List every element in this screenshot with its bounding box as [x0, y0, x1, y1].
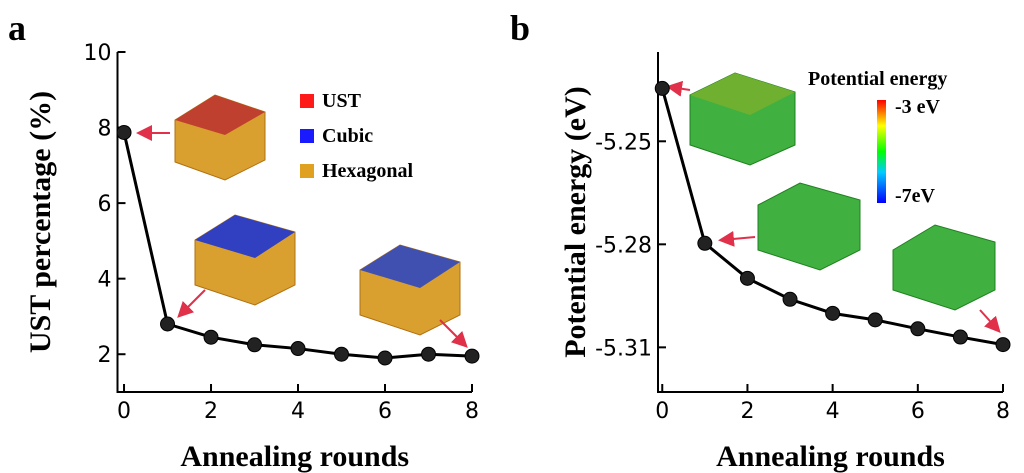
legend-label: Hexagonal	[322, 160, 414, 182]
data-point	[783, 292, 797, 306]
data-point	[422, 347, 436, 361]
data-point	[911, 322, 925, 336]
y-axis-label: UST percentage (%)	[24, 91, 57, 353]
legend-swatch	[300, 164, 314, 178]
data-point	[248, 338, 262, 352]
x-tick-label: 0	[117, 399, 131, 424]
y-tick-label: 2	[98, 343, 112, 368]
data-point	[655, 81, 669, 95]
legend-swatch	[300, 94, 314, 108]
data-point	[698, 236, 712, 250]
x-tick-label: 4	[826, 399, 840, 424]
data-point	[161, 317, 175, 331]
data-point	[335, 347, 349, 361]
x-tick-label: 2	[740, 399, 754, 424]
axes	[118, 52, 473, 392]
data-point	[378, 351, 392, 365]
y-tick-label: 8	[98, 117, 112, 142]
legend-swatch	[300, 129, 314, 143]
y-tick-label: -5.31	[595, 336, 652, 361]
x-tick-label: 2	[204, 399, 218, 424]
y-tick-label: 4	[98, 268, 112, 293]
colorbar-max: -3 eV	[895, 96, 941, 118]
data-point	[117, 125, 131, 139]
x-tick-label: 6	[378, 399, 392, 424]
data-point	[204, 330, 218, 344]
data-point	[465, 349, 479, 363]
colorbar-title: Potential energy	[808, 68, 947, 90]
x-tick-label: 4	[291, 399, 305, 424]
x-tick-label: 0	[655, 399, 669, 424]
figure: 2 4 6 8 10 0 2 4 6 8 Annealing rounds UST percentag…	[0, 0, 1024, 473]
data-point	[996, 338, 1010, 352]
colorbar-min: -7eV	[895, 185, 936, 207]
data-point	[740, 271, 754, 285]
panel-label: a	[8, 8, 26, 48]
legend-label: Cubic	[322, 125, 373, 147]
y-tick-label: -5.25	[595, 130, 652, 155]
y-tick-label: 10	[84, 41, 112, 66]
data-point	[868, 313, 882, 327]
data-point	[826, 306, 840, 320]
y-axis-label: Potential energy (eV)	[559, 86, 592, 358]
x-tick-label: 8	[996, 399, 1010, 424]
panel-label: b	[510, 8, 530, 48]
x-axis-label: Annealing rounds	[180, 440, 409, 473]
x-tick-label: 6	[911, 399, 925, 424]
legend-label: UST	[322, 90, 362, 112]
y-tick-label: -5.28	[595, 233, 652, 258]
x-axis-label: Annealing rounds	[716, 440, 945, 473]
x-tick-label: 8	[465, 399, 479, 424]
data-point	[291, 342, 305, 356]
data-point	[953, 330, 967, 344]
y-tick-label: 6	[98, 192, 112, 217]
